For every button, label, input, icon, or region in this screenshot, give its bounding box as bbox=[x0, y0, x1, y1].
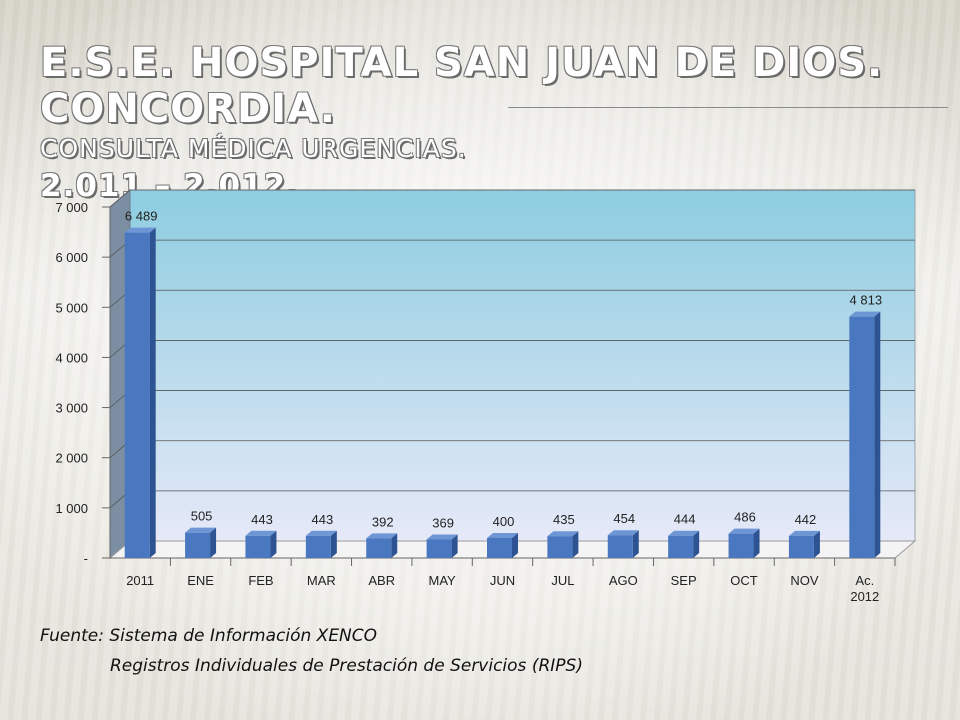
data-label: 505 bbox=[191, 509, 213, 524]
bar-top bbox=[849, 311, 881, 317]
bar-top bbox=[305, 530, 337, 536]
data-label: 443 bbox=[251, 512, 273, 527]
x-tick-label: FEB bbox=[248, 573, 273, 588]
data-label: 444 bbox=[674, 512, 696, 527]
bar-side bbox=[330, 530, 337, 558]
y-tick-label: 6 000 bbox=[55, 250, 88, 265]
title-underline bbox=[508, 107, 948, 108]
bar-side bbox=[270, 530, 277, 558]
x-tick-label: Ac. bbox=[855, 573, 874, 588]
bar-top bbox=[185, 527, 217, 533]
bar-side bbox=[391, 533, 398, 558]
bar-side bbox=[451, 534, 458, 558]
bar-top bbox=[245, 530, 277, 536]
data-label: 435 bbox=[553, 512, 575, 527]
bar bbox=[728, 533, 754, 558]
y-tick-label: 7 000 bbox=[55, 200, 88, 215]
x-tick-label: OCT bbox=[730, 573, 758, 588]
bar-side bbox=[512, 532, 518, 558]
bar-top bbox=[426, 534, 458, 540]
x-tick-label: MAR bbox=[307, 573, 336, 588]
bar bbox=[124, 232, 150, 559]
y-tick-label: 3 000 bbox=[55, 401, 88, 416]
bar-top bbox=[788, 530, 820, 536]
bar-top bbox=[487, 532, 518, 538]
x-tick-label: AGO bbox=[609, 573, 638, 588]
title-hospital: E.S.E. HOSPITAL SAN JUAN DE DIOS. CONCOR… bbox=[40, 40, 884, 132]
x-tick-label: JUN bbox=[490, 573, 515, 588]
bar bbox=[607, 535, 633, 558]
bar bbox=[185, 532, 211, 558]
plot-back-wall bbox=[129, 189, 916, 542]
gridline-side bbox=[109, 189, 131, 208]
x-tick-label: MAY bbox=[429, 573, 457, 588]
bar bbox=[668, 535, 694, 558]
data-label: 442 bbox=[795, 512, 817, 527]
title-subtitle: CONSULTA MÉDICA URGENCIAS. bbox=[40, 134, 467, 163]
data-label: 4 813 bbox=[850, 293, 883, 308]
data-label: 6 489 bbox=[125, 209, 158, 224]
y-tick-label: 1 000 bbox=[55, 501, 88, 516]
bar bbox=[849, 316, 875, 558]
bar bbox=[305, 535, 331, 558]
bar bbox=[426, 539, 452, 558]
x-tick-label: NOV bbox=[790, 573, 819, 588]
bar-top bbox=[547, 531, 579, 537]
x-tick-label: JUL bbox=[551, 573, 574, 588]
bar-side bbox=[572, 531, 579, 558]
bar bbox=[245, 535, 271, 558]
data-label: 369 bbox=[432, 515, 454, 530]
data-label: 443 bbox=[311, 512, 333, 527]
bar bbox=[366, 538, 392, 558]
bar-top bbox=[366, 533, 398, 539]
bar-top bbox=[668, 530, 700, 536]
bar bbox=[547, 536, 573, 558]
y-tick-label: - bbox=[84, 551, 88, 566]
y-tick-label: 4 000 bbox=[55, 350, 88, 365]
bar-side bbox=[813, 530, 820, 558]
bar-top bbox=[607, 530, 639, 536]
data-label: 400 bbox=[493, 514, 515, 529]
source-line-1: Fuente: Sistema de Información XENCO bbox=[40, 626, 378, 646]
data-label: 392 bbox=[372, 514, 394, 529]
x-tick-label: ENE bbox=[187, 573, 214, 588]
bar-top bbox=[728, 528, 760, 534]
bar-side bbox=[632, 530, 639, 558]
x-tick-label: 2012 bbox=[850, 589, 879, 604]
data-label: 486 bbox=[734, 510, 756, 525]
bar-side bbox=[753, 528, 760, 558]
y-tick-label: 5 000 bbox=[55, 300, 88, 315]
source-line-2: Registros Individuales de Prestación de … bbox=[110, 656, 583, 676]
bar-side bbox=[874, 311, 881, 558]
bar bbox=[487, 537, 512, 558]
x-tick-label: 2011 bbox=[126, 573, 154, 588]
bar bbox=[788, 535, 814, 558]
bar-side bbox=[149, 227, 156, 559]
y-tick-label: 2 000 bbox=[55, 451, 88, 466]
bar-side bbox=[693, 530, 700, 558]
data-label: 454 bbox=[613, 511, 635, 526]
x-tick-label: SEP bbox=[671, 573, 697, 588]
bar-side bbox=[210, 527, 217, 558]
x-tick-label: ABR bbox=[368, 573, 395, 588]
bar-top bbox=[124, 227, 156, 233]
